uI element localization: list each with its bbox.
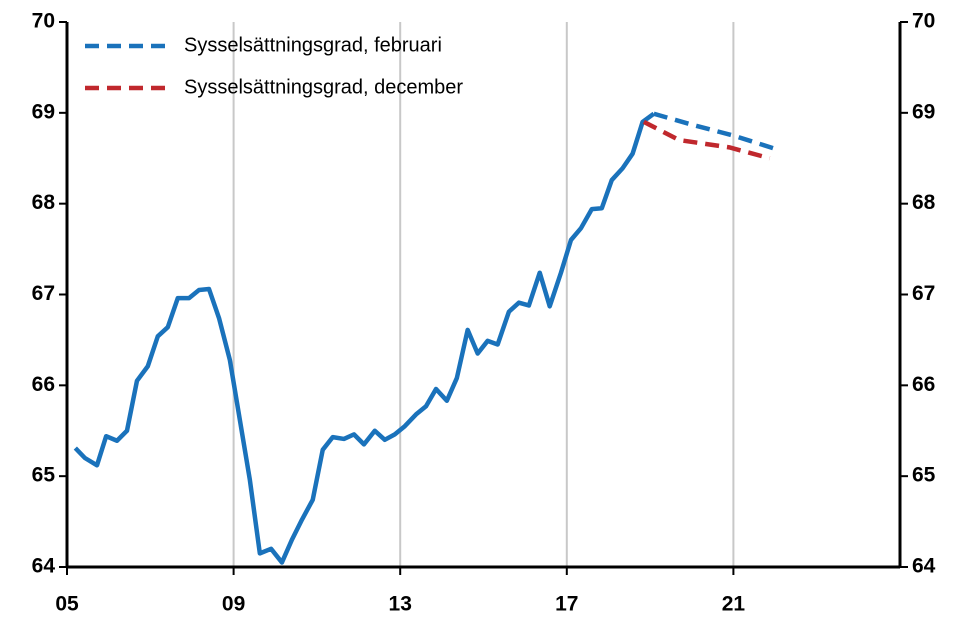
y-tick-label: 67 (32, 282, 55, 305)
legend-label: Sysselsättningsgrad, december (184, 76, 463, 98)
y2-tick-label: 67 (912, 282, 935, 305)
y2-tick-label: 65 (912, 464, 936, 487)
y-tick-label: 65 (32, 464, 56, 487)
x-tick-label: 05 (55, 593, 79, 616)
y2-tick-label: 66 (912, 373, 935, 396)
x-tick-label: 13 (389, 593, 412, 616)
x-tick-label: 09 (222, 593, 245, 616)
legend-label: Sysselsättningsgrad, februari (184, 34, 442, 56)
y2-tick-label: 68 (912, 191, 936, 214)
y2-tick-label: 70 (912, 10, 935, 33)
x-tick-label: 21 (722, 593, 746, 616)
y-tick-label: 66 (32, 373, 55, 396)
y2-tick-label: 69 (912, 100, 935, 123)
y-tick-label: 68 (32, 191, 56, 214)
x-tick-label: 17 (555, 593, 578, 616)
y2-tick-label: 64 (912, 555, 936, 578)
y-tick-label: 69 (32, 100, 55, 123)
line-series (73, 111, 656, 565)
y-tick-label: 64 (32, 555, 56, 578)
y-tick-label: 70 (32, 10, 55, 33)
line-series (642, 119, 771, 161)
